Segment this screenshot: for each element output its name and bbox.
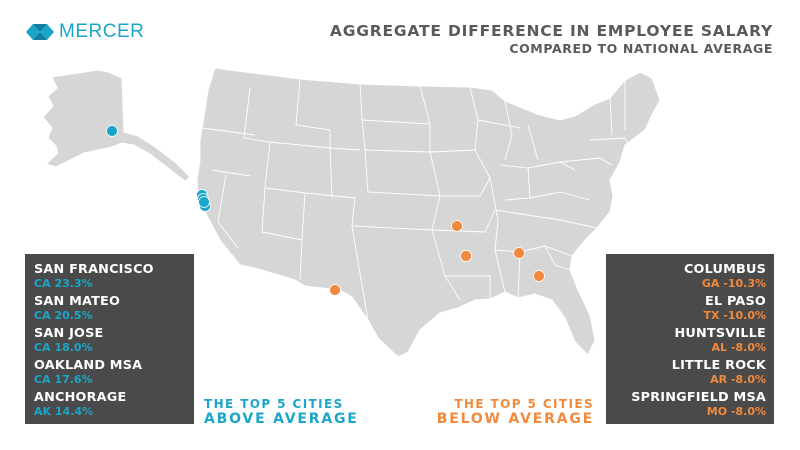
city-value: CA 23.3% [34, 277, 93, 290]
below-city-list: COLUMBUS GA -10.3% EL PASO TX -10.0% HUN… [614, 263, 766, 419]
city-value: GA -10.3% [701, 277, 766, 290]
above-city-0: SAN FRANCISCO CA 23.3% [34, 263, 186, 291]
city-marker-huntsville [513, 247, 525, 259]
city-name: ANCHORAGE [34, 390, 127, 405]
city-name: COLUMBUS [683, 262, 766, 277]
city-marker-springfield [451, 220, 463, 232]
below-city-1: EL PASO TX -10.0% [614, 295, 766, 323]
city-marker-el-paso [329, 284, 341, 296]
city-marker-columbus [533, 270, 545, 282]
contiguous-us-shape [196, 67, 661, 358]
city-value: AL -8.0% [711, 341, 766, 354]
above-city-1: SAN MATEO CA 20.5% [34, 295, 186, 323]
below-average-panel: COLUMBUS GA -10.3% EL PASO TX -10.0% HUN… [606, 254, 774, 424]
below-city-3: LITTLE ROCK AR -8.0% [614, 359, 766, 387]
brand-name: MERCER [59, 21, 145, 42]
above-caption-line1: THE TOP 5 CITIES [204, 397, 344, 411]
city-value: AR -8.0% [710, 373, 766, 386]
city-name: SAN FRANCISCO [34, 262, 154, 277]
above-city-3: OAKLAND MSA CA 17.6% [34, 359, 186, 387]
city-name: SAN MATEO [34, 294, 121, 309]
below-caption-line2: BELOW AVERAGE [436, 411, 594, 427]
city-name: HUNTSVILLE [674, 326, 766, 341]
city-marker-little-rock [460, 250, 472, 262]
above-caption-line2: ABOVE AVERAGE [204, 411, 359, 427]
city-name: EL PASO [705, 294, 766, 309]
city-marker-anchorage [106, 125, 118, 137]
city-name: SPRINGFIELD MSA [631, 390, 766, 405]
city-name: SAN JOSE [34, 326, 104, 341]
below-caption-line1: THE TOP 5 CITIES [454, 397, 594, 411]
state-borders [201, 78, 631, 321]
above-city-4: ANCHORAGE AK 14.4% [34, 391, 186, 419]
city-markers [106, 125, 545, 296]
page-subtitle: COMPARED TO NATIONAL AVERAGE [509, 41, 773, 56]
city-name: LITTLE ROCK [671, 358, 766, 373]
city-value: CA 17.6% [34, 373, 93, 386]
page-title: AGGREGATE DIFFERENCE IN EMPLOYEE SALARY [329, 22, 773, 40]
alaska-shape [42, 69, 191, 182]
brand-logo: MERCER [26, 20, 144, 44]
city-value: MO -8.0% [706, 405, 766, 418]
city-marker-oakland [198, 196, 210, 208]
city-value: AK 14.4% [34, 405, 94, 418]
mercer-logo-icon [26, 24, 54, 40]
below-city-4: SPRINGFIELD MSA MO -8.0% [614, 391, 766, 419]
above-city-list: SAN FRANCISCO CA 23.3% SAN MATEO CA 20.5… [34, 263, 186, 419]
city-value: CA 18.0% [34, 341, 93, 354]
below-city-2: HUNTSVILLE AL -8.0% [614, 327, 766, 355]
city-name: OAKLAND MSA [34, 358, 143, 373]
below-city-0: COLUMBUS GA -10.3% [614, 263, 766, 291]
city-value: CA 20.5% [34, 309, 93, 322]
above-city-2: SAN JOSE CA 18.0% [34, 327, 186, 355]
above-average-panel: SAN FRANCISCO CA 23.3% SAN MATEO CA 20.5… [25, 254, 194, 424]
city-value: TX -10.0% [703, 309, 766, 322]
